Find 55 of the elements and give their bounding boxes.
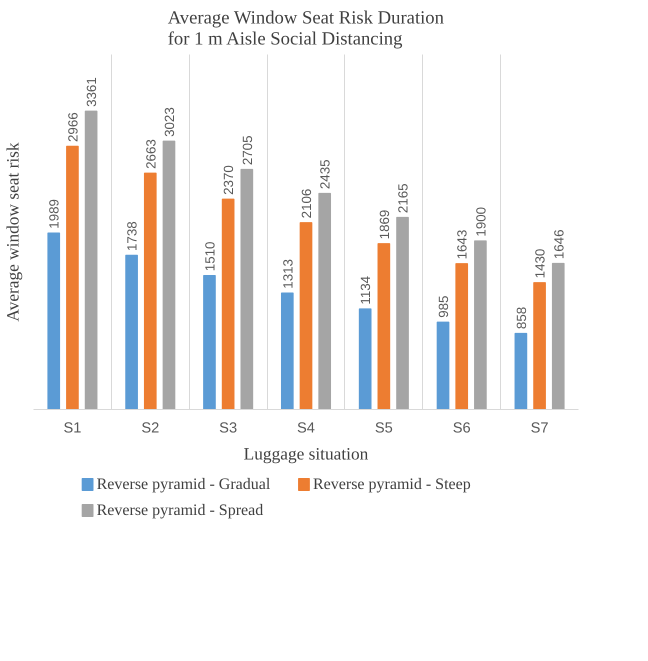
x-tick-label: S5 (374, 420, 393, 436)
data-label: 858 (514, 306, 529, 330)
data-label: 1900 (473, 206, 488, 237)
data-label: 1430 (532, 248, 548, 278)
data-label: 1646 (551, 229, 566, 260)
chart-title: Average Window Seat Risk Duration for 1 m Aisle Social Distancing (168, 8, 445, 50)
bar (300, 222, 312, 410)
data-label: 2705 (240, 135, 255, 166)
legend-label: Reverse pyramid - Gradual (96, 476, 271, 493)
bar (378, 243, 390, 410)
data-label: 1313 (280, 259, 296, 289)
legend-label: Reverse pyramid - Steep (312, 476, 471, 493)
bar (436, 322, 450, 410)
bar (396, 216, 409, 410)
data-label: 2663 (143, 139, 158, 169)
data-label: 1510 (202, 242, 218, 272)
data-label: 2165 (396, 183, 411, 214)
bar (162, 140, 176, 410)
data-label: 1869 (376, 210, 392, 240)
x-axis-title: Luggage situation (244, 444, 369, 464)
bar (125, 254, 138, 410)
bar (455, 263, 468, 410)
bar (240, 168, 254, 410)
data-label: 2966 (65, 112, 80, 142)
x-tick-label: S2 (141, 420, 160, 436)
bar (552, 262, 565, 410)
bar (222, 198, 234, 410)
bar (144, 172, 157, 410)
bar (280, 292, 294, 410)
data-label: 2435 (318, 159, 333, 190)
data-label: 2106 (299, 188, 314, 218)
data-label: 1643 (454, 230, 470, 260)
legend-label: Reverse pyramid - Spread (96, 502, 264, 519)
x-tick-label: S6 (452, 420, 471, 436)
x-tick-label: S4 (297, 420, 315, 436)
bar (203, 274, 216, 410)
bar (66, 146, 79, 410)
data-label: 985 (436, 296, 452, 318)
data-label: 1989 (46, 199, 62, 229)
bar (474, 240, 487, 410)
y-axis-title: Average window seat risk (4, 142, 22, 322)
bar (514, 332, 528, 410)
bar (358, 308, 372, 410)
bar (84, 110, 98, 410)
data-label: 3361 (84, 77, 100, 107)
bar (318, 192, 332, 410)
data-label: 3023 (162, 107, 177, 137)
x-tick-label: S3 (219, 420, 238, 436)
data-label: 1738 (124, 221, 140, 251)
bar (533, 282, 546, 410)
x-tick-label: S7 (530, 420, 549, 436)
x-tick-label: S1 (63, 420, 82, 436)
data-label: 2370 (221, 165, 236, 195)
data-label: 1134 (358, 275, 374, 305)
bar (47, 232, 60, 410)
